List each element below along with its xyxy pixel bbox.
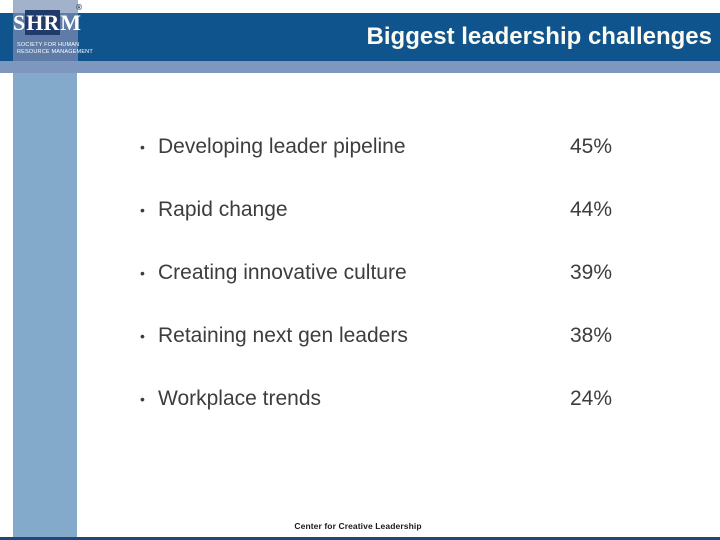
slide-title: Biggest leadership challenges [366,23,712,50]
logo-tagline: SOCIETY FOR HUMAN RESOURCE MANAGEMENT [17,42,93,55]
list-item: • Rapid change 44% [140,178,612,241]
registered-trademark-icon: ® [76,3,82,12]
list-item: • Workplace trends 24% [140,367,612,430]
bottom-border [0,537,720,540]
logo-letters-hr: HR [25,10,61,35]
bullet-icon: • [140,264,145,281]
logo-letter-s: S [13,10,26,35]
list-item: • Retaining next gen leaders 38% [140,304,612,367]
item-value: 45% [569,134,612,158]
shrm-logo: SHRM ® SOCIETY FOR HUMAN RESOURCE MANAGE… [13,0,93,61]
challenge-list: • Developing leader pipeline 45% • Rapid… [140,115,612,430]
item-value: 38% [569,323,612,347]
item-value: 24% [569,386,612,410]
logo-tagline-line2: RESOURCE MANAGEMENT [17,48,93,55]
logo-top-band [13,0,78,13]
item-label: Developing leader pipeline [158,134,406,158]
item-label: Retaining next gen leaders [158,323,408,347]
list-item: • Creating innovative culture 39% [140,241,612,304]
bullet-icon: • [140,138,145,155]
left-sidebar [13,73,77,537]
logo-letter-m: M [60,10,82,35]
bullet-icon: • [140,327,145,344]
item-label: Workplace trends [158,386,322,410]
footer-text: Center for Creative Leadership [294,521,422,531]
list-item: • Developing leader pipeline 45% [140,115,612,178]
item-value: 39% [569,260,612,284]
shrm-logo-letters: SHRM [13,10,82,35]
accent-strip [0,61,720,73]
title-bar: Biggest leadership challenges [0,13,720,61]
bullet-icon: • [140,390,145,407]
logo-tagline-line1: SOCIETY FOR HUMAN [17,42,80,48]
item-value: 44% [569,197,612,221]
item-label: Creating innovative culture [158,260,407,284]
item-label: Rapid change [158,197,288,221]
bullet-icon: • [140,201,145,218]
